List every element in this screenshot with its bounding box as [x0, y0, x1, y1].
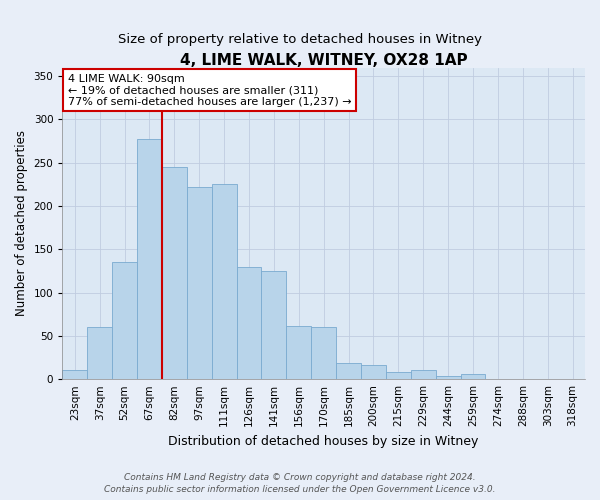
Title: 4, LIME WALK, WITNEY, OX28 1AP: 4, LIME WALK, WITNEY, OX28 1AP	[180, 52, 467, 68]
Text: Contains HM Land Registry data © Crown copyright and database right 2024.
Contai: Contains HM Land Registry data © Crown c…	[104, 473, 496, 494]
Bar	[311, 327, 336, 379]
Bar	[236, 266, 262, 379]
Bar	[87, 327, 112, 379]
Bar	[436, 376, 461, 379]
X-axis label: Distribution of detached houses by size in Witney: Distribution of detached houses by size …	[169, 434, 479, 448]
Bar	[461, 374, 485, 379]
Bar	[112, 262, 137, 379]
Bar	[187, 187, 212, 379]
Bar	[336, 362, 361, 379]
Bar	[137, 140, 162, 379]
Bar	[286, 326, 311, 379]
Bar	[212, 184, 236, 379]
Text: 4 LIME WALK: 90sqm
← 19% of detached houses are smaller (311)
77% of semi-detach: 4 LIME WALK: 90sqm ← 19% of detached hou…	[68, 74, 351, 107]
Bar	[62, 370, 87, 379]
Bar	[361, 366, 386, 379]
Y-axis label: Number of detached properties: Number of detached properties	[15, 130, 28, 316]
Text: Size of property relative to detached houses in Witney: Size of property relative to detached ho…	[118, 32, 482, 46]
Bar	[411, 370, 436, 379]
Bar	[386, 372, 411, 379]
Bar	[162, 167, 187, 379]
Bar	[262, 271, 286, 379]
